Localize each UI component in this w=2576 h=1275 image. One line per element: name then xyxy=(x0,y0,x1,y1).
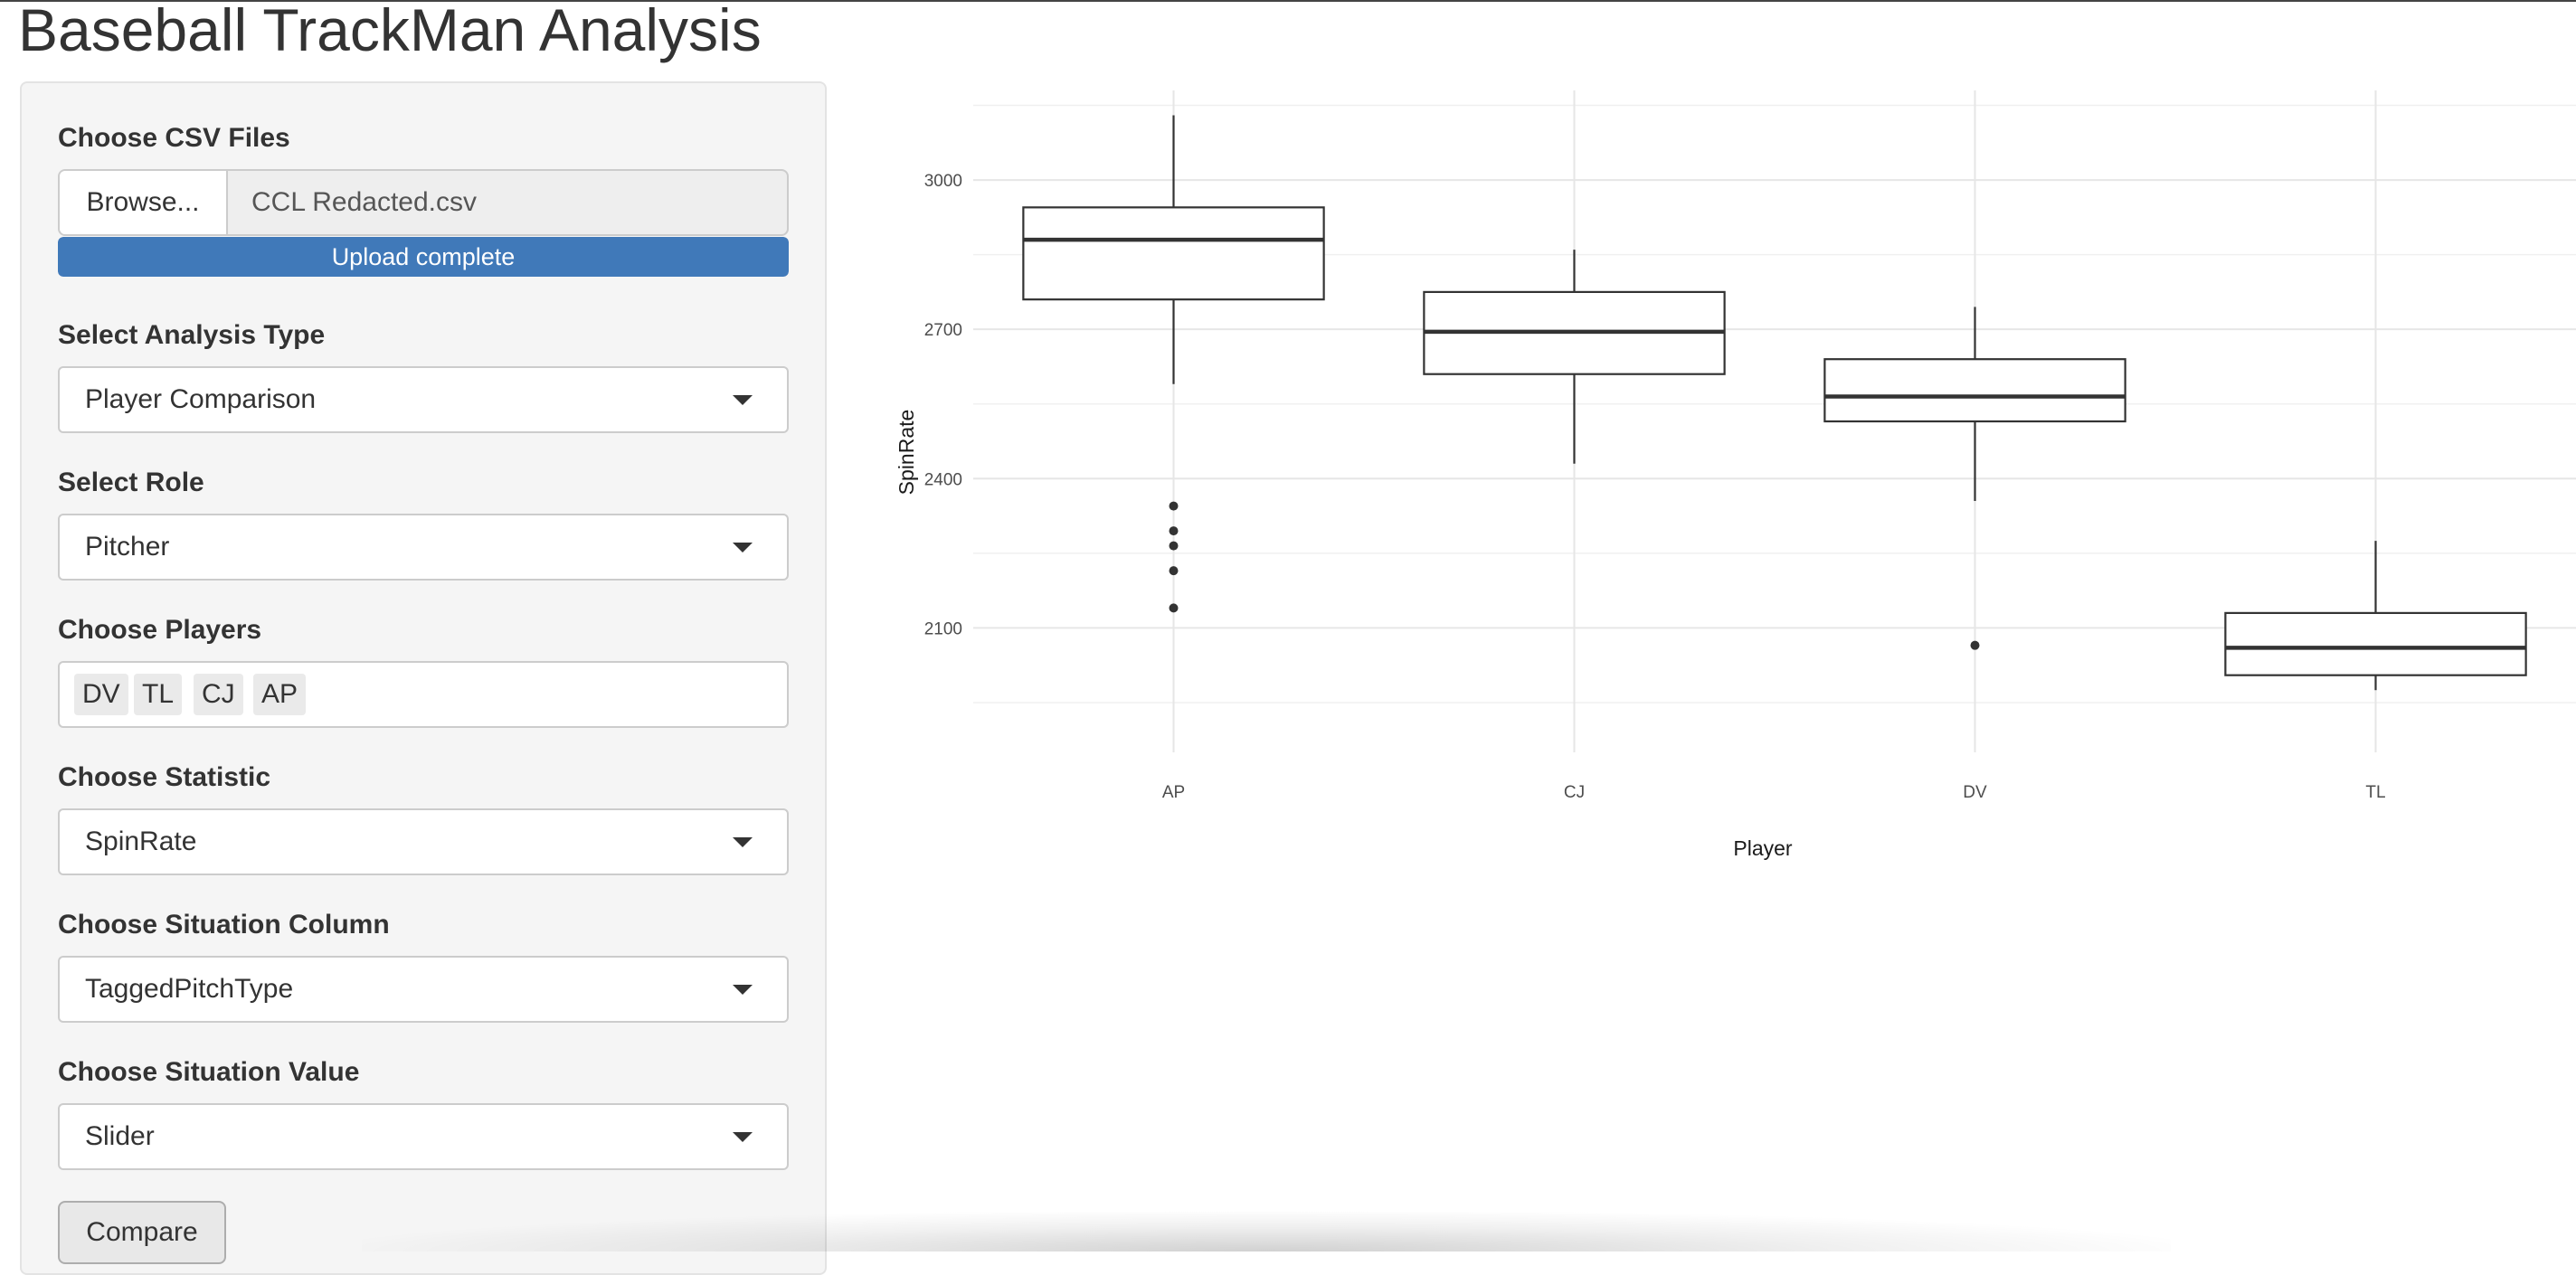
box-ap-outlier xyxy=(1169,526,1179,536)
player-tag-dv[interactable]: DV xyxy=(74,674,128,715)
statistic-select[interactable]: SpinRate xyxy=(58,808,789,875)
analysis-type-select[interactable]: Player Comparison xyxy=(58,366,789,433)
players-label: Choose Players xyxy=(58,615,262,645)
chevron-down-icon xyxy=(733,543,753,552)
situation-column-value: TaggedPitchType xyxy=(85,974,294,1004)
x-tick-label: DV xyxy=(1963,783,1987,802)
x-tick-label: CJ xyxy=(1564,783,1585,802)
box-ap-outlier xyxy=(1169,541,1179,551)
analysis-type-value: Player Comparison xyxy=(85,384,317,414)
upload-progress: Upload complete xyxy=(58,237,789,277)
chevron-down-icon xyxy=(733,837,753,847)
chevron-down-icon xyxy=(733,395,753,405)
box-dv-outlier xyxy=(1970,640,1980,650)
x-tick-label: AP xyxy=(1162,783,1185,802)
box-ap-outlier xyxy=(1169,603,1179,613)
player-tag-tl[interactable]: TL xyxy=(134,674,183,715)
upload-progress-bar: Upload complete xyxy=(58,237,789,277)
chevron-down-icon xyxy=(733,985,753,995)
situation-value-label: Choose Situation Value xyxy=(58,1057,360,1087)
role-label: Select Role xyxy=(58,468,204,497)
situation-column-select[interactable]: TaggedPitchType xyxy=(58,956,789,1023)
compare-button[interactable]: Compare xyxy=(58,1201,226,1264)
y-tick-label: 2400 xyxy=(924,470,962,489)
y-tick-label: 2100 xyxy=(924,619,962,638)
players-multiselect[interactable]: DV TL CJ AP xyxy=(58,661,789,728)
x-axis-ticks: AP CJ DV TL xyxy=(1162,783,2386,802)
top-border xyxy=(0,0,2576,2)
y-tick-label: 3000 xyxy=(924,172,962,191)
x-tick-label: TL xyxy=(2365,783,2385,802)
situation-column-label: Choose Situation Column xyxy=(58,910,390,940)
y-axis-label: SpinRate xyxy=(895,410,918,496)
role-value: Pitcher xyxy=(85,532,170,562)
chevron-down-icon xyxy=(733,1132,753,1142)
role-select[interactable]: Pitcher xyxy=(58,514,789,581)
file-upload-label: Choose CSV Files xyxy=(58,123,290,153)
x-axis-label: Player xyxy=(1733,836,1793,860)
file-name-display: CCL Redacted.csv xyxy=(251,187,477,217)
y-tick-label: 2700 xyxy=(924,321,962,340)
situation-value-select[interactable]: Slider xyxy=(58,1103,789,1170)
box-ap-iqr xyxy=(1022,206,1325,301)
box-ap-outlier xyxy=(1169,566,1179,576)
situation-value-value: Slider xyxy=(85,1121,155,1151)
browse-button[interactable]: Browse... xyxy=(60,171,228,234)
boxplot-chart: 2100 2400 2700 3000 AP CJ DV TL Player SpinRat… xyxy=(895,90,2576,860)
box-ap-outlier xyxy=(1169,501,1179,511)
box-tl-iqr xyxy=(2224,611,2527,676)
player-tag-cj[interactable]: CJ xyxy=(194,674,243,715)
statistic-value: SpinRate xyxy=(85,826,197,856)
statistic-label: Choose Statistic xyxy=(58,762,271,792)
page-title: Baseball TrackMan Analysis xyxy=(18,0,762,63)
player-tag-ap[interactable]: AP xyxy=(253,674,307,715)
box-series xyxy=(1022,115,2527,691)
box-dv-iqr xyxy=(1823,358,2126,423)
file-upload-group: Browse... CCL Redacted.csv xyxy=(58,169,789,236)
y-axis-ticks: 2100 2400 2700 3000 xyxy=(924,172,962,638)
analysis-type-label: Select Analysis Type xyxy=(58,320,326,350)
